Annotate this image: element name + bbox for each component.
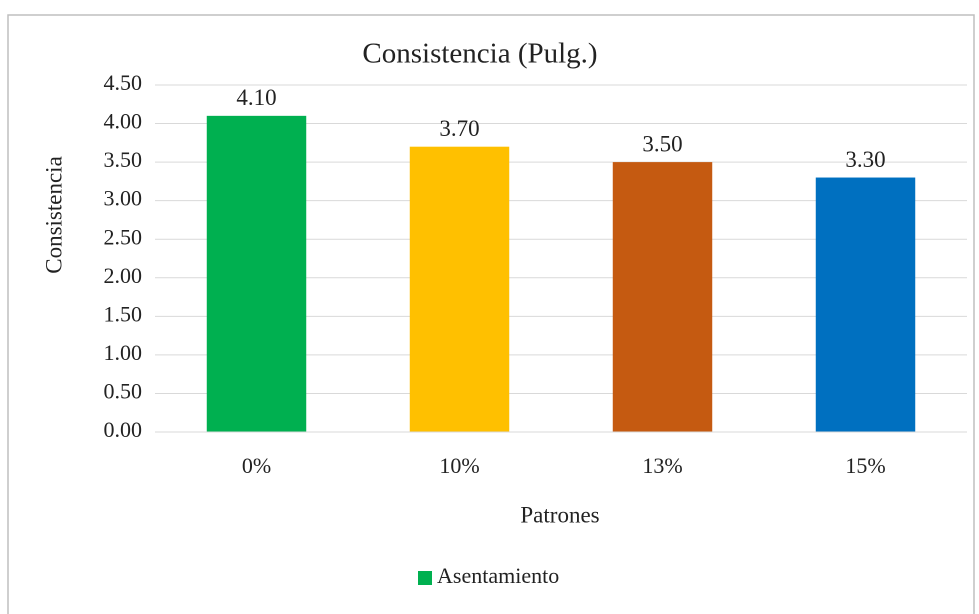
data-label: 3.70 xyxy=(439,116,479,141)
x-axis-title: Patrones xyxy=(520,502,599,527)
x-tick-label: 10% xyxy=(439,453,479,478)
x-tick-label: 13% xyxy=(642,453,682,478)
bar xyxy=(612,162,713,432)
y-tick-label: 0.00 xyxy=(104,417,143,442)
x-tick-label: 0% xyxy=(242,453,271,478)
data-label: 4.10 xyxy=(236,85,276,110)
chart-title: Consistencia (Pulg.) xyxy=(362,38,597,70)
bar xyxy=(815,177,916,432)
y-tick-label: 1.50 xyxy=(104,301,143,326)
y-tick-label: 4.00 xyxy=(104,109,143,134)
legend-label: Asentamiento xyxy=(437,563,559,588)
y-tick-label: 3.50 xyxy=(104,147,143,172)
data-label: 3.30 xyxy=(845,147,885,172)
x-tick-label: 15% xyxy=(845,453,885,478)
data-label: 3.50 xyxy=(642,131,682,156)
y-tick-label: 2.00 xyxy=(104,263,143,288)
y-tick-label: 3.00 xyxy=(104,186,143,211)
legend-swatch xyxy=(418,571,432,585)
y-tick-label: 2.50 xyxy=(104,224,143,249)
y-tick-label: 4.50 xyxy=(104,70,143,95)
y-axis-title: Consistencia xyxy=(41,156,66,274)
y-tick-label: 1.00 xyxy=(104,340,143,365)
bar xyxy=(206,115,307,432)
bar xyxy=(409,146,510,432)
y-tick-label: 0.50 xyxy=(104,378,143,403)
